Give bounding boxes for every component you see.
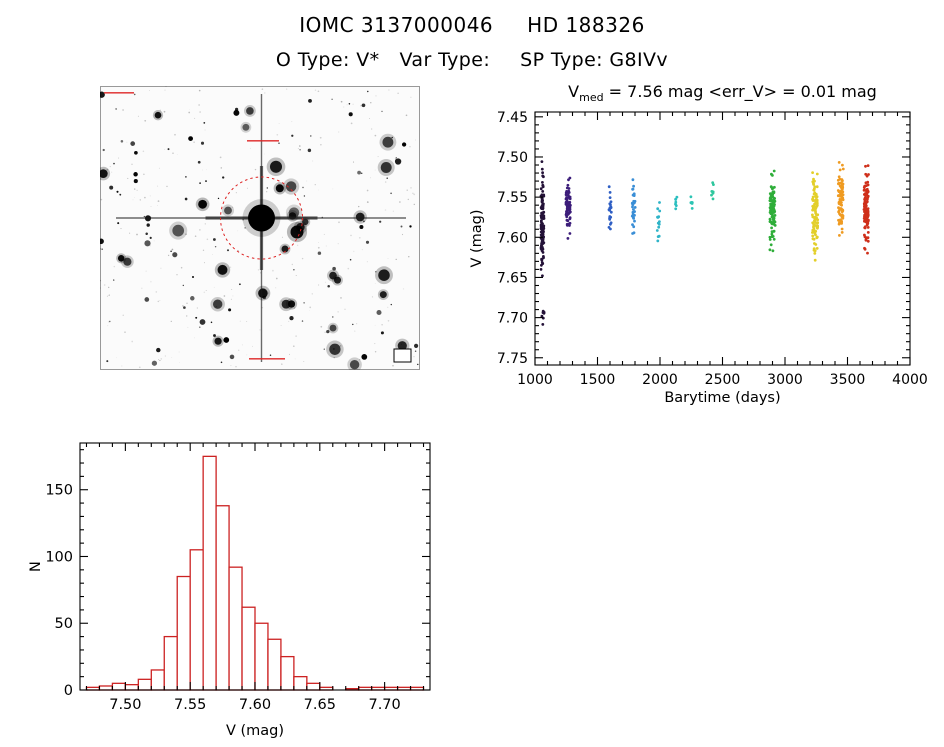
axis-labels: 1000 1500 2000 2500 3000 3500 4000 7.45 7.50 7.55… (469, 110, 928, 406)
scale-marker-box (393, 348, 412, 363)
target-circle (220, 176, 303, 260)
spectral-type: SP Type: G8IVv (520, 49, 669, 71)
svg-text:2500: 2500 (705, 372, 741, 388)
svg-text:3500: 3500 (830, 372, 866, 388)
svg-text:7.65: 7.65 (304, 697, 336, 713)
svg-text:7.60: 7.60 (239, 697, 271, 713)
svg-text:7.70: 7.70 (368, 697, 400, 713)
svg-text:0: 0 (64, 683, 73, 699)
lightcurve-points (539, 160, 870, 326)
page-subtitle: O Type: V* Var Type: SP Type: G8IVv (0, 49, 944, 71)
finder-chart-image (100, 86, 420, 370)
svg-text:7.45: 7.45 (497, 110, 528, 126)
star-name: HD 188326 (527, 13, 645, 37)
svg-text:150: 150 (45, 483, 73, 499)
svg-text:7.55: 7.55 (497, 190, 528, 206)
svg-text:100: 100 (45, 549, 73, 565)
histogram-plot: 7.50 7.55 7.60 7.65 7.70 0 50 100 150 V (mag) N (28, 442, 431, 739)
target-star (248, 204, 275, 232)
svg-text:3000: 3000 (767, 372, 803, 388)
svg-text:7.50: 7.50 (109, 697, 141, 713)
y-axis-title: V (mag) (469, 209, 485, 267)
lightcurve-title: Vmed = 7.56 mag <err_V> = 0.01 mag (568, 82, 877, 104)
lightcurve-plot: 1000 1500 2000 2500 3000 3500 4000 7.45 7.50 7.55… (469, 82, 928, 406)
svg-text:7.70: 7.70 (497, 311, 528, 327)
svg-text:50: 50 (55, 616, 73, 632)
annotation-marks (104, 92, 285, 360)
y-axis-title: N (28, 561, 44, 572)
catalog-id: IOMC 3137000046 (299, 13, 494, 37)
x-axis-title: V (mag) (226, 723, 284, 739)
axis-labels: 7.50 7.55 7.60 7.65 7.70 0 50 100 150 V (mag) N (28, 483, 401, 739)
svg-text:1000: 1000 (517, 372, 553, 388)
axes-frame (534, 111, 911, 366)
page-title: IOMC 3137000046 HD 188326 (0, 13, 944, 37)
axes-frame (79, 442, 431, 691)
svg-text:7.60: 7.60 (497, 230, 528, 246)
svg-text:7.65: 7.65 (497, 270, 528, 286)
svg-text:1500: 1500 (580, 372, 616, 388)
svg-text:7.75: 7.75 (497, 351, 528, 367)
svg-text:7.55: 7.55 (174, 697, 206, 713)
histogram-bars (85, 455, 425, 691)
svg-text:7.50: 7.50 (497, 150, 528, 166)
svg-text:4000: 4000 (892, 372, 928, 388)
x-axis-title: Barytime (days) (664, 390, 780, 406)
svg-text:2000: 2000 (642, 372, 678, 388)
object-type: O Type: V* (275, 49, 380, 71)
variability-type: Var Type: (399, 49, 491, 71)
